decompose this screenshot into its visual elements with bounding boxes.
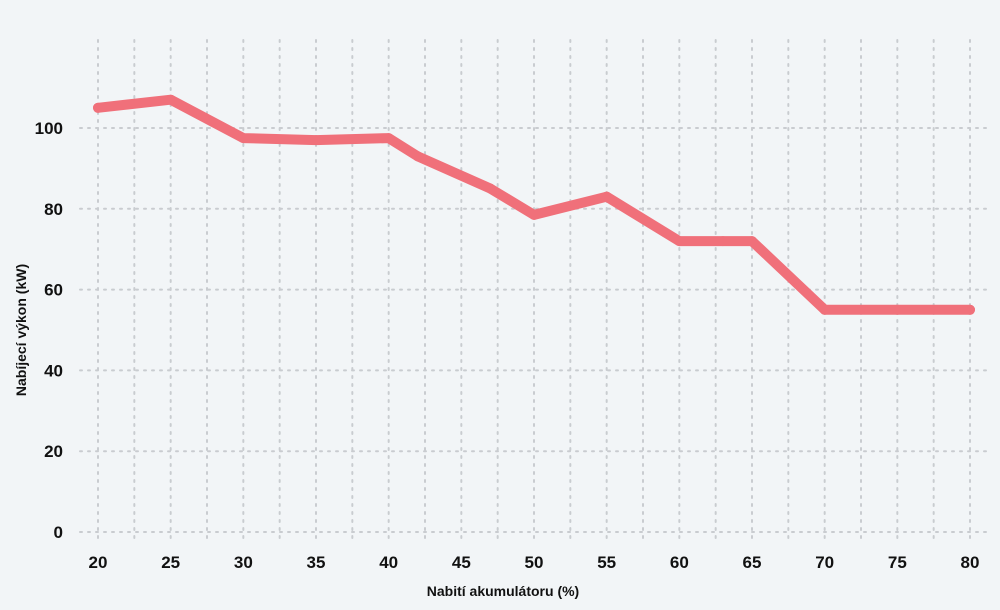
y-tick-label: 80 <box>44 200 63 219</box>
data-point <box>717 236 728 247</box>
x-tick-label: 70 <box>815 553 834 572</box>
gridlines <box>79 39 991 541</box>
data-point <box>93 102 103 113</box>
x-tick-label: 20 <box>89 553 108 572</box>
x-tick-label: 40 <box>379 553 398 572</box>
y-axis-title: Nabíjecí výkon (kW) <box>13 264 29 396</box>
data-point <box>165 94 176 105</box>
x-axis-title: Nabití akumulátoru (%) <box>427 583 579 599</box>
x-tick-label: 35 <box>307 553 326 572</box>
data-point <box>383 133 394 144</box>
data-point <box>674 236 685 247</box>
data-point <box>892 304 903 315</box>
data-point <box>965 304 975 315</box>
y-tick-label: 40 <box>44 361 63 380</box>
x-tick-label: 65 <box>743 553 762 572</box>
data-point <box>485 183 496 194</box>
data-point <box>747 236 757 247</box>
x-tick-label: 30 <box>234 553 253 572</box>
x-tick-label: 60 <box>670 553 689 572</box>
y-tick-label: 100 <box>35 119 63 138</box>
y-tick-label: 60 <box>44 281 63 300</box>
data-point <box>529 209 539 220</box>
data-point <box>412 151 423 162</box>
tick-labels: 20 25 30 35 40 45 50 55 60 65 70 75 80 0 20 40 60 80 100 <box>35 119 980 572</box>
data-point <box>311 135 321 146</box>
y-tick-label: 20 <box>44 442 63 461</box>
data-point <box>819 304 830 315</box>
x-tick-label: 50 <box>525 553 544 572</box>
x-tick-label: 80 <box>961 553 980 572</box>
y-tick-label: 0 <box>54 523 63 542</box>
x-tick-label: 55 <box>597 553 616 572</box>
data-point <box>601 191 612 202</box>
data-point <box>238 133 249 144</box>
series-line <box>93 94 975 315</box>
x-tick-label: 45 <box>452 553 471 572</box>
series-layer <box>93 94 975 315</box>
x-tick-label: 75 <box>888 553 907 572</box>
x-tick-label: 25 <box>161 553 180 572</box>
